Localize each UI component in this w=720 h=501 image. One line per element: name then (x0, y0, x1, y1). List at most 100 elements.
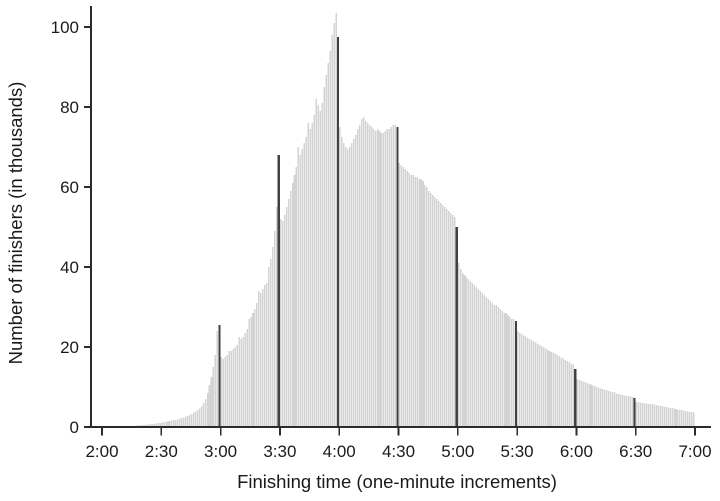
histogram-bar (254, 309, 256, 427)
histogram-bar (681, 410, 683, 427)
histogram-bar (608, 391, 610, 427)
histogram-bar (271, 247, 274, 427)
x-axis-tick-label: 3:00 (204, 442, 237, 461)
histogram-bar (671, 408, 673, 427)
histogram-bar (372, 129, 375, 427)
histogram-bar (341, 137, 343, 427)
histogram-bar (661, 406, 663, 427)
histogram-bar (232, 349, 234, 427)
histogram-bar (471, 283, 474, 427)
histogram-bar (659, 405, 661, 427)
histogram-bar (339, 127, 341, 427)
histogram-bar (485, 297, 487, 427)
histogram-bar (234, 347, 236, 427)
histogram-bar (479, 291, 482, 427)
histogram-bar (212, 367, 215, 427)
histogram-bar (649, 404, 652, 427)
histogram-bar (457, 263, 460, 427)
histogram-bar (305, 137, 308, 427)
x-axis-tick-label: 5:00 (441, 442, 474, 461)
histogram-bar (434, 197, 436, 427)
histogram-bar (321, 103, 323, 427)
histogram-bar (544, 348, 547, 427)
histogram-bar (416, 177, 418, 427)
histogram-bar (167, 421, 169, 427)
histogram-bar (299, 155, 302, 427)
histogram-bar (530, 340, 533, 427)
y-axis-tick-label: 0 (70, 418, 79, 437)
histogram-bar (185, 416, 187, 427)
histogram-bar (159, 423, 161, 427)
histogram-bar (226, 355, 229, 427)
histogram-bar (590, 384, 592, 427)
histogram-bar (509, 317, 511, 427)
histogram-bar (536, 343, 539, 427)
histogram-bar (402, 167, 404, 427)
histogram-bar (366, 123, 369, 427)
x-axis-tick-label: 4:00 (323, 442, 356, 461)
histogram-bar (604, 389, 606, 427)
histogram-bar (398, 163, 401, 427)
histogram-bar (382, 133, 385, 427)
histogram-bar (667, 407, 669, 427)
histogram-bar (513, 319, 515, 427)
histogram-bar (216, 331, 219, 427)
histogram-bar (220, 357, 223, 427)
histogram-bar (673, 408, 675, 427)
histogram-bar (663, 406, 665, 427)
histogram-bar (592, 385, 594, 427)
histogram-bar (511, 319, 513, 427)
round-time-spike-bar (574, 369, 577, 427)
histogram-bar (246, 329, 248, 427)
histogram-bar (596, 387, 598, 427)
histogram-bar (552, 352, 555, 427)
histogram-bar (689, 411, 691, 427)
histogram-bar (394, 125, 397, 427)
histogram-bar (525, 336, 527, 427)
histogram-bar (333, 23, 335, 427)
histogram-bar (548, 351, 551, 427)
x-axis-tick-label: 4:30 (382, 442, 415, 461)
histogram-bar (440, 203, 442, 427)
histogram-bar (477, 289, 480, 427)
histogram-bar (311, 123, 314, 427)
histogram-bar (645, 403, 648, 427)
histogram-bar (572, 364, 574, 427)
y-axis-tick-label: 80 (60, 98, 79, 117)
histogram-bar (473, 285, 476, 427)
histogram-bar (378, 131, 381, 427)
histogram-bar (420, 179, 422, 427)
histogram-bar (493, 305, 495, 427)
histogram-bar (469, 281, 472, 427)
histogram-bar (208, 385, 211, 427)
histogram-bar (230, 351, 233, 427)
histogram-bar (139, 425, 142, 427)
histogram-bar (155, 423, 157, 427)
histogram-bar (623, 395, 626, 427)
y-axis-tick-label: 20 (60, 338, 79, 357)
histogram-bar (360, 119, 363, 427)
histogram-bar (445, 209, 448, 427)
histogram-bar (528, 339, 531, 427)
x-axis-tick-label: 6:30 (619, 442, 652, 461)
histogram-bar (625, 395, 628, 427)
histogram-bar (441, 205, 444, 427)
histogram-bar (586, 383, 588, 427)
histogram-bar (258, 291, 260, 427)
histogram-bar (323, 87, 325, 427)
round-time-spike-bar (396, 127, 399, 427)
histogram-bar (145, 424, 148, 427)
histogram-bar (238, 337, 240, 427)
histogram-bar (206, 393, 209, 427)
histogram-bar (273, 231, 276, 427)
histogram-bar (627, 396, 630, 427)
histogram-bar (275, 207, 278, 427)
histogram-bar (181, 418, 183, 427)
histogram-bar (222, 359, 225, 427)
histogram-bar (384, 131, 387, 427)
histogram-bar (149, 424, 151, 427)
histogram-bar (151, 424, 153, 427)
histogram-bar (262, 289, 264, 427)
histogram-bar (540, 346, 543, 427)
